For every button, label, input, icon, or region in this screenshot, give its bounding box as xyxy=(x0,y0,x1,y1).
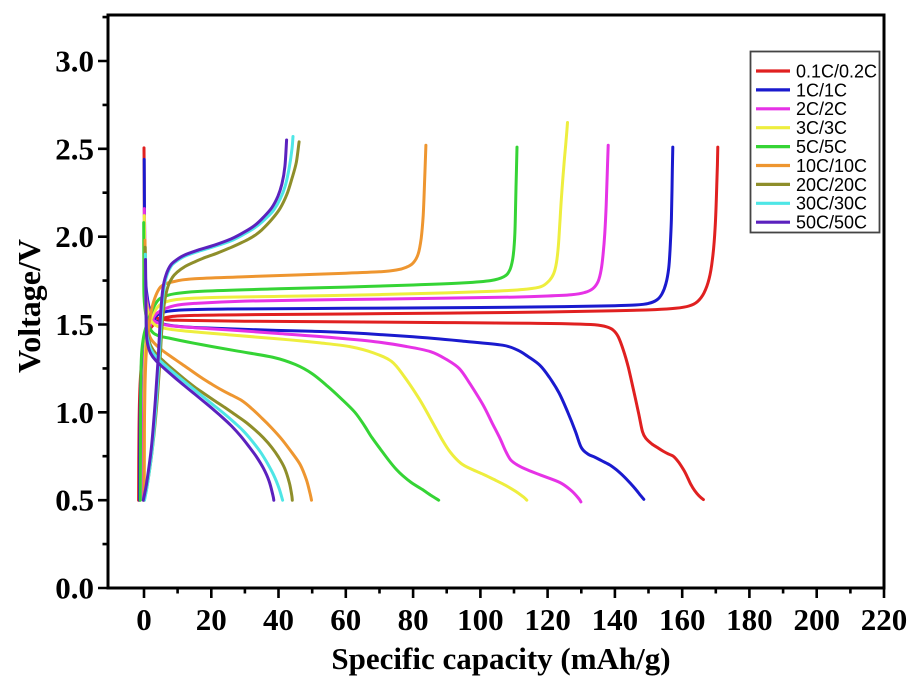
svg-text:1.5: 1.5 xyxy=(55,307,94,342)
svg-text:0.1C/0.2C: 0.1C/0.2C xyxy=(796,61,877,81)
svg-text:0.5: 0.5 xyxy=(55,483,94,518)
svg-text:180: 180 xyxy=(726,602,773,637)
svg-text:60: 60 xyxy=(330,602,361,637)
svg-text:1.0: 1.0 xyxy=(55,395,94,430)
svg-text:160: 160 xyxy=(659,602,706,637)
svg-text:50C/50C: 50C/50C xyxy=(796,213,867,233)
svg-text:40: 40 xyxy=(263,602,294,637)
svg-text:20: 20 xyxy=(196,602,227,637)
svg-text:80: 80 xyxy=(398,602,429,637)
svg-text:2.5: 2.5 xyxy=(55,131,94,166)
svg-text:0: 0 xyxy=(136,602,152,637)
svg-text:3C/3C: 3C/3C xyxy=(796,118,847,138)
svg-text:100: 100 xyxy=(457,602,504,637)
svg-text:5C/5C: 5C/5C xyxy=(796,137,847,157)
svg-text:10C/10C: 10C/10C xyxy=(796,156,867,176)
svg-text:Voltage/V: Voltage/V xyxy=(11,239,47,373)
svg-text:20C/20C: 20C/20C xyxy=(796,175,867,195)
svg-text:30C/30C: 30C/30C xyxy=(796,194,867,214)
svg-text:0.0: 0.0 xyxy=(55,571,94,606)
svg-text:140: 140 xyxy=(592,602,639,637)
svg-text:2.0: 2.0 xyxy=(55,219,94,254)
svg-text:120: 120 xyxy=(524,602,571,637)
svg-text:220: 220 xyxy=(861,602,908,637)
svg-text:3.0: 3.0 xyxy=(55,44,94,79)
svg-text:Specific capacity (mAh/g): Specific capacity (mAh/g) xyxy=(331,641,670,676)
svg-text:1C/1C: 1C/1C xyxy=(796,80,847,100)
svg-text:2C/2C: 2C/2C xyxy=(796,99,847,119)
svg-text:200: 200 xyxy=(793,602,840,637)
